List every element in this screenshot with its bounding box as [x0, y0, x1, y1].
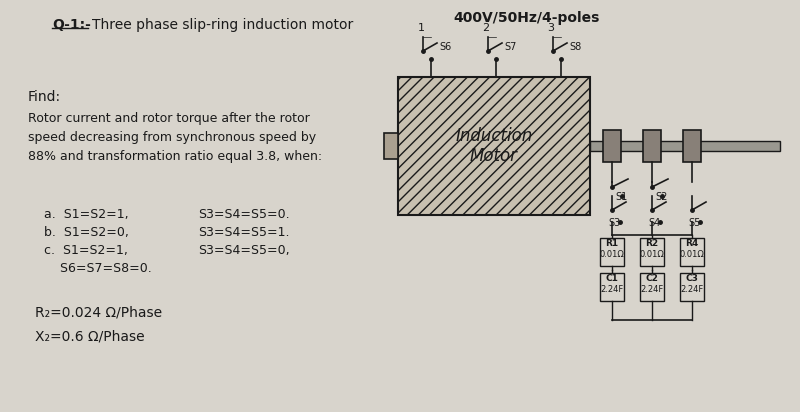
Text: c.  S1=S2=1,: c. S1=S2=1, [44, 244, 128, 257]
Text: S8: S8 [569, 42, 582, 52]
Text: S5: S5 [688, 218, 700, 228]
Text: S3: S3 [608, 218, 620, 228]
Text: S3=S4=S5=0.: S3=S4=S5=0. [198, 208, 290, 221]
Text: 0.01Ω: 0.01Ω [680, 250, 704, 259]
Text: S3=S4=S5=1.: S3=S4=S5=1. [198, 226, 290, 239]
Bar [640, 238, 664, 266]
Text: S4: S4 [648, 218, 660, 228]
Text: 2.24F: 2.24F [680, 285, 704, 294]
Text: 2: 2 [482, 23, 490, 33]
Text: 2.24F: 2.24F [600, 285, 624, 294]
Text: a.  S1=S2=1,: a. S1=S2=1, [44, 208, 129, 221]
Bar [603, 130, 621, 162]
Text: Rotor current and rotor torque after the rotor
speed decreasing from synchronous: Rotor current and rotor torque after the… [28, 112, 322, 163]
Text: S6: S6 [439, 42, 451, 52]
Bar [398, 77, 590, 215]
Bar [590, 141, 780, 151]
Bar [683, 130, 701, 162]
Text: Induction: Induction [455, 127, 533, 145]
Text: X₂=0.6 Ω/Phase: X₂=0.6 Ω/Phase [35, 330, 145, 344]
Text: 0.01Ω: 0.01Ω [640, 250, 664, 259]
Text: S1: S1 [615, 192, 627, 202]
Text: Motor: Motor [470, 147, 518, 165]
Bar [600, 238, 624, 266]
Text: S6=S7=S8=0.: S6=S7=S8=0. [44, 262, 152, 275]
Text: R4: R4 [686, 239, 698, 248]
Bar [640, 273, 664, 301]
Text: 1: 1 [418, 23, 425, 33]
Bar [384, 133, 398, 159]
Text: S3=S4=S5=0,: S3=S4=S5=0, [198, 244, 290, 257]
Text: R₂=0.024 Ω/Phase: R₂=0.024 Ω/Phase [35, 305, 162, 319]
Bar [680, 238, 704, 266]
Text: C1: C1 [606, 274, 618, 283]
Text: 3: 3 [547, 23, 554, 33]
Text: C3: C3 [686, 274, 698, 283]
Text: Find:: Find: [28, 90, 61, 104]
Text: R1: R1 [606, 239, 618, 248]
Text: 400V/50Hz/4-poles: 400V/50Hz/4-poles [453, 11, 599, 25]
Text: S2: S2 [655, 192, 667, 202]
Bar [600, 273, 624, 301]
Text: R2: R2 [646, 239, 658, 248]
Bar [643, 130, 661, 162]
Text: Q-1:-: Q-1:- [52, 18, 91, 32]
Text: b.  S1=S2=0,: b. S1=S2=0, [44, 226, 129, 239]
Text: 0.01Ω: 0.01Ω [600, 250, 624, 259]
Text: C2: C2 [646, 274, 658, 283]
Text: S7: S7 [504, 42, 516, 52]
Text: Three phase slip-ring induction motor: Three phase slip-ring induction motor [92, 18, 354, 32]
Bar [680, 273, 704, 301]
Text: 2.24F: 2.24F [640, 285, 664, 294]
